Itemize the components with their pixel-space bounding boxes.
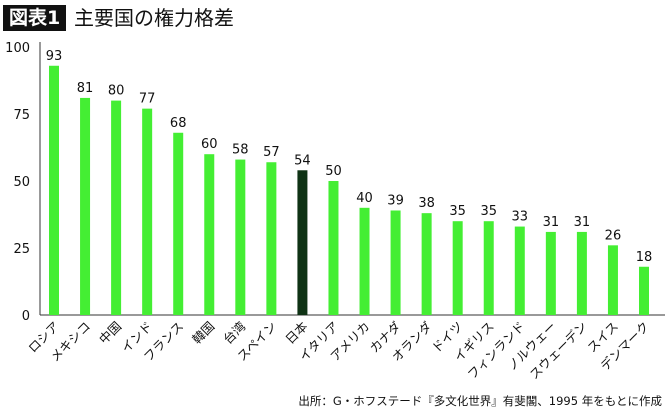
bar [639,266,649,315]
bar [328,181,339,315]
bar [359,207,370,315]
data-label: 80 [108,84,125,99]
data-label: 58 [232,143,249,158]
y-tick-label: 50 [13,175,30,190]
bar [235,159,246,315]
data-label: 33 [512,210,529,225]
data-label: 57 [263,145,280,160]
data-label: 93 [46,49,63,64]
bar [297,170,308,315]
bar [49,65,59,315]
bar [514,226,525,315]
data-label: 31 [543,215,560,230]
y-tick-label: 100 [5,41,30,56]
data-label: 18 [636,250,653,265]
data-label: 38 [418,196,435,211]
bar [173,132,184,315]
data-label: 68 [170,116,187,131]
y-tick-label: 25 [13,242,30,257]
bar [80,97,91,315]
y-tick-label: 0 [22,309,30,324]
data-label: 50 [325,164,342,179]
data-label: 31 [574,215,591,230]
data-label: 35 [449,204,466,219]
bar [452,221,463,315]
y-tick-label: 75 [13,108,30,123]
data-label: 39 [387,193,404,208]
data-label: 60 [201,137,218,152]
data-label: 40 [356,191,373,206]
data-label: 77 [139,92,156,107]
bar [421,213,432,315]
source-note: 出所：G・ホフステード『多文化世界』有斐閣、1995 年をもとに作成 [298,394,662,408]
chart-title: 主要国の権力格差 [74,6,234,30]
data-label: 35 [480,204,497,219]
figure-badge: 図表1 [3,5,67,31]
bar [204,154,215,315]
bar [607,245,618,315]
bar [142,108,153,315]
bar [483,221,494,315]
bar [545,231,556,315]
x-tick-label: 韓国 [189,319,217,347]
bar [266,162,277,315]
data-label: 54 [294,153,311,168]
data-label: 26 [605,228,622,243]
bar [576,231,587,315]
bar [111,100,122,315]
bar [390,210,401,315]
data-label: 81 [77,81,94,96]
